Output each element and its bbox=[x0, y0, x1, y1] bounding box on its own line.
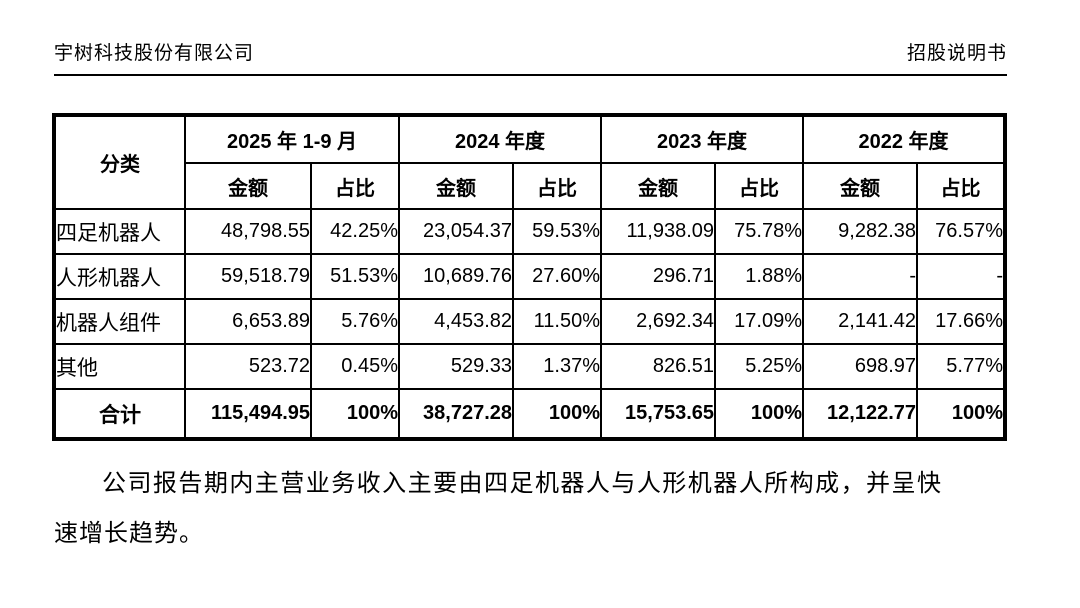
table-cell: 75.78% bbox=[714, 208, 805, 255]
table-cell: 27.60% bbox=[512, 253, 603, 300]
col-header-category: 分类 bbox=[53, 114, 186, 210]
table-cell: 23,054.37 bbox=[398, 208, 515, 255]
company-name: 宇树科技股份有限公司 bbox=[54, 43, 255, 64]
total-label: 合计 bbox=[53, 388, 186, 440]
table-cell: 17.66% bbox=[916, 298, 1007, 345]
table-cell: 42.25% bbox=[309, 208, 401, 255]
col-header-ratio-2023: 占比 bbox=[714, 162, 805, 210]
row-label: 四足机器人 bbox=[53, 208, 186, 255]
table-cell: 1.37% bbox=[512, 343, 603, 390]
col-group-2024: 2024 年度 bbox=[398, 114, 603, 164]
col-header-amount-2025: 金额 bbox=[184, 162, 312, 210]
col-group-2022: 2022 年度 bbox=[802, 114, 1007, 164]
col-header-amount-2024: 金额 bbox=[398, 162, 515, 210]
col-header-ratio-2024: 占比 bbox=[512, 162, 603, 210]
col-header-ratio-2022: 占比 bbox=[916, 162, 1007, 210]
table-cell: 100% bbox=[309, 388, 401, 440]
table-cell: 529.33 bbox=[398, 343, 515, 390]
table-cell: 2,141.42 bbox=[802, 298, 919, 345]
row-label: 其他 bbox=[53, 343, 186, 390]
table-cell: 296.71 bbox=[600, 253, 717, 300]
table-cell: 38,727.28 bbox=[398, 388, 515, 440]
table-cell: 15,753.65 bbox=[600, 388, 717, 440]
table-cell: 6,653.89 bbox=[184, 298, 312, 345]
table-cell: - bbox=[916, 253, 1007, 300]
col-group-2023: 2023 年度 bbox=[600, 114, 805, 164]
row-label: 人形机器人 bbox=[53, 253, 186, 300]
table-cell: 523.72 bbox=[184, 343, 312, 390]
table-cell: 1.88% bbox=[714, 253, 805, 300]
col-header-ratio-2025: 占比 bbox=[309, 162, 401, 210]
table-row-components: 机器人组件 6,653.89 5.76% 4,453.82 11.50% 2,6… bbox=[53, 298, 1007, 345]
table-cell: 59.53% bbox=[512, 208, 603, 255]
row-label: 机器人组件 bbox=[53, 298, 186, 345]
table-row-humanoid: 人形机器人 59,518.79 51.53% 10,689.76 27.60% … bbox=[53, 253, 1007, 300]
table-cell: 51.53% bbox=[309, 253, 401, 300]
table-cell: 0.45% bbox=[309, 343, 401, 390]
table-row-other: 其他 523.72 0.45% 529.33 1.37% 826.51 5.25… bbox=[53, 343, 1007, 390]
table-cell: 100% bbox=[714, 388, 805, 440]
table-cell: 11.50% bbox=[512, 298, 603, 345]
col-group-2025: 2025 年 1-9 月 bbox=[183, 114, 401, 164]
table-cell: 115,494.95 bbox=[184, 388, 312, 440]
table-row-total: 合计 115,494.95 100% 38,727.28 100% 15,753… bbox=[53, 388, 1007, 440]
table-cell: 48,798.55 bbox=[184, 208, 312, 255]
table-cell: 100% bbox=[916, 388, 1007, 440]
table-cell: 12,122.77 bbox=[802, 388, 919, 440]
table-cell: 4,453.82 bbox=[398, 298, 515, 345]
table-cell: - bbox=[802, 253, 919, 300]
page-header: 宇树科技股份有限公司 招股说明书 bbox=[54, 38, 1007, 76]
table-cell: 698.97 bbox=[802, 343, 919, 390]
table-cell: 9,282.38 bbox=[802, 208, 919, 255]
table-cell: 2,692.34 bbox=[600, 298, 717, 345]
col-header-amount-2023: 金额 bbox=[600, 162, 717, 210]
table-cell: 5.77% bbox=[916, 343, 1007, 390]
table-cell: 11,938.09 bbox=[600, 208, 717, 255]
table-cell: 10,689.76 bbox=[398, 253, 515, 300]
table-cell: 5.76% bbox=[309, 298, 401, 345]
table-cell: 76.57% bbox=[916, 208, 1007, 255]
col-header-amount-2022: 金额 bbox=[802, 162, 919, 210]
table-cell: 100% bbox=[512, 388, 603, 440]
doc-title: 招股说明书 bbox=[906, 43, 1007, 64]
table-row-quadruped: 四足机器人 48,798.55 42.25% 23,054.37 59.53% … bbox=[53, 208, 1007, 255]
table-cell: 826.51 bbox=[600, 343, 717, 390]
revenue-breakdown-table: 分类 2025 年 1-9 月 2024 年度 2023 年度 2022 年度 … bbox=[52, 113, 1008, 441]
table-cell: 17.09% bbox=[714, 298, 805, 345]
body-paragraph: 公司报告期内主营业务收入主要由四足机器人与人形机器人所构成，并呈快速增长趋势。 bbox=[54, 471, 942, 547]
table-cell: 59,518.79 bbox=[184, 253, 312, 300]
table-cell: 5.25% bbox=[714, 343, 805, 390]
